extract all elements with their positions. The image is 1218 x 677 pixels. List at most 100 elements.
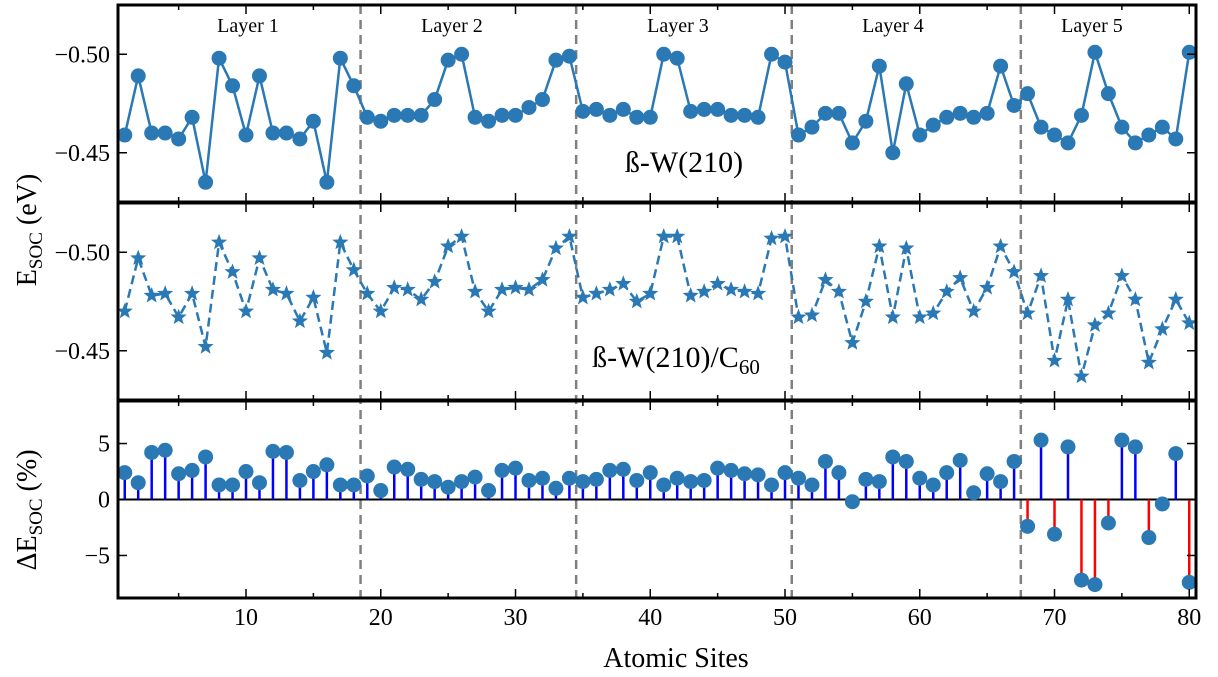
stem-point-73 [1087, 577, 1103, 593]
top-point-24 [427, 92, 443, 108]
top-point-32 [534, 92, 550, 108]
top-point-59 [898, 76, 914, 92]
stem-point-9 [225, 477, 241, 493]
top-point-5 [171, 131, 187, 147]
layer-label-4: Layer 4 [862, 15, 924, 37]
stem-point-71 [1060, 439, 1076, 455]
top-point-80 [1181, 44, 1197, 60]
middle-star-63 [952, 269, 969, 285]
stem-point-34 [561, 470, 577, 486]
stem-point-20 [373, 483, 389, 499]
stem-point-43 [683, 474, 699, 490]
stem-point-2 [130, 475, 146, 491]
y-tick-label-2-2: −5 [84, 543, 110, 569]
y-tick-label-0-1: −0.45 [54, 141, 110, 167]
middle-star-28 [480, 302, 497, 319]
y-axis-title-top: ESOC (eV) [12, 174, 47, 286]
layer-label-2: Layer 2 [421, 15, 483, 37]
top-point-22 [400, 107, 416, 123]
stem-point-54 [831, 465, 847, 481]
stem-point-75 [1114, 432, 1130, 448]
middle-star-11 [251, 249, 268, 266]
stem-point-40 [642, 465, 658, 481]
stem-point-49 [764, 477, 780, 493]
top-point-30 [508, 107, 524, 123]
stem-point-12 [265, 443, 281, 459]
middle-star-49 [763, 229, 780, 246]
middle-star-6 [184, 285, 201, 301]
stem-point-67 [1006, 453, 1022, 469]
top-point-23 [413, 107, 429, 123]
middle-star-70 [1046, 352, 1063, 368]
top-point-36 [588, 101, 604, 117]
middle-star-58 [884, 308, 901, 325]
middle-star-9 [224, 263, 241, 279]
stem-point-61 [925, 477, 941, 493]
middle-series-line [123, 234, 1191, 377]
stem-point-26 [454, 474, 470, 490]
stem-point-63 [952, 452, 968, 468]
stem-point-79 [1168, 446, 1184, 462]
middle-star-29 [493, 281, 511, 297]
top-point-50 [777, 54, 793, 70]
top-point-9 [225, 78, 241, 94]
top-point-35 [575, 103, 591, 119]
middle-star-17 [332, 233, 349, 250]
top-point-4 [157, 125, 173, 141]
top-point-7 [198, 174, 214, 190]
top-point-47 [737, 107, 753, 123]
stem-point-56 [858, 471, 874, 487]
stem-point-58 [885, 449, 901, 465]
middle-star-48 [749, 285, 767, 301]
top-point-56 [858, 113, 874, 129]
top-point-28 [481, 113, 497, 129]
stem-point-3 [144, 444, 160, 460]
layer-label-5: Layer 5 [1061, 15, 1123, 37]
top-point-2 [130, 68, 146, 84]
stem-point-53 [817, 453, 833, 469]
top-point-76 [1127, 135, 1143, 151]
middle-star-61 [925, 304, 942, 321]
middle-star-15 [305, 289, 322, 305]
middle-star-5 [170, 308, 187, 325]
middle-star-45 [709, 275, 726, 291]
stem-point-38 [615, 461, 631, 477]
middle-star-12 [264, 281, 282, 297]
top-point-15 [305, 113, 321, 129]
stem-point-47 [737, 466, 753, 482]
top-point-29 [494, 107, 510, 123]
top-point-45 [710, 101, 726, 117]
top-point-6 [184, 109, 200, 125]
y-axis-title-top-sub: SOC [26, 232, 47, 269]
middle-star-78 [1154, 320, 1171, 336]
middle-star-59 [898, 239, 915, 256]
middle-star-50 [776, 227, 794, 244]
stem-point-15 [305, 464, 321, 480]
middle-star-73 [1086, 316, 1104, 333]
middle-star-21 [386, 279, 403, 295]
middle-star-56 [857, 293, 874, 309]
top-point-61 [925, 117, 941, 133]
top-point-58 [885, 145, 901, 161]
middle-star-53 [817, 271, 834, 287]
y-axis-title-bottom-main: ΔE [12, 535, 43, 570]
x-tick-label-70: 70 [1043, 605, 1067, 631]
y-tick-label-1-1: −0.45 [54, 339, 110, 365]
stem-point-59 [898, 453, 914, 469]
middle-star-75 [1113, 267, 1130, 283]
stem-point-48 [750, 467, 766, 483]
stem-point-36 [588, 471, 604, 487]
top-point-39 [629, 109, 645, 125]
y-axis-title-bottom-sub: SOC [26, 498, 47, 535]
stem-point-33 [548, 480, 564, 496]
middle-star-36 [588, 285, 605, 301]
top-point-12 [265, 125, 281, 141]
top-point-72 [1073, 107, 1089, 123]
stem-point-13 [278, 444, 294, 460]
top-point-11 [251, 68, 267, 84]
stem-point-70 [1047, 526, 1063, 542]
stem-point-35 [575, 474, 591, 490]
y-tick-label-0-0: −0.50 [54, 42, 110, 68]
middle-star-51 [790, 308, 807, 325]
middle-star-40 [642, 285, 659, 301]
